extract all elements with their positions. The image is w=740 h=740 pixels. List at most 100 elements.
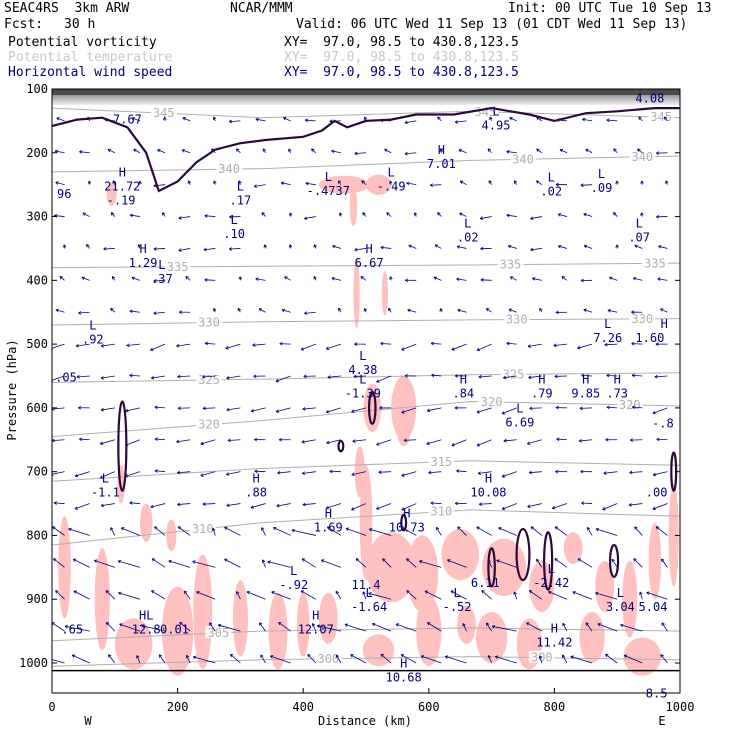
wind-vector [94, 560, 115, 568]
wind-arrowhead [64, 624, 69, 629]
wind-arrowhead [62, 244, 67, 248]
wind-arrowhead [192, 655, 197, 660]
wind-vector [426, 439, 442, 445]
wind-arrowhead [557, 244, 562, 249]
wind-arrowhead [457, 308, 461, 313]
wind-arrowhead [478, 502, 483, 506]
pv-positive-area [648, 522, 662, 600]
wind-arrowhead [580, 469, 584, 474]
wind-arrowhead [597, 623, 601, 627]
wind-vector [204, 279, 216, 281]
pv-positive-area [166, 519, 177, 552]
wind-arrowhead [658, 245, 662, 249]
pv-positive-area [353, 258, 360, 329]
wind-arrowhead [179, 621, 183, 626]
wind-arrowhead [485, 308, 490, 312]
wind-vector [307, 654, 317, 664]
wind-arrowhead [630, 438, 634, 442]
extremum-value: 21.72 [104, 179, 140, 193]
wind-arrowhead [129, 213, 133, 218]
wind-arrowhead [488, 180, 492, 184]
wind-arrowhead [99, 475, 104, 479]
extremum-type: L [598, 167, 605, 181]
wind-arrowhead [99, 441, 104, 445]
wind-vector [252, 343, 266, 346]
wind-vector [327, 526, 342, 536]
wind-vector [577, 558, 593, 568]
wind-arrowhead [530, 526, 535, 530]
wind-arrowhead [129, 501, 133, 505]
wind-arrowhead [485, 622, 490, 626]
wind-vector [55, 309, 65, 313]
wind-arrowhead [656, 214, 660, 219]
theta-label-bg [189, 521, 216, 534]
field-xy-wind: XY= 97.0, 98.5 to 430.8,123.5 [284, 65, 519, 80]
wind-vector [583, 245, 593, 249]
wind-vector [326, 439, 341, 444]
wind-vector [76, 375, 90, 378]
wind-vector [278, 622, 291, 632]
wind-vector [476, 407, 492, 413]
theta-label-bg [164, 259, 191, 272]
wind-vector [487, 148, 492, 154]
wind-arrowhead [447, 559, 451, 563]
wind-vector [331, 150, 341, 154]
wind-arrowhead [501, 506, 506, 511]
wind-arrowhead [303, 374, 307, 379]
wind-arrowhead [640, 212, 644, 216]
wind-vector [536, 148, 543, 154]
wind-vector [481, 590, 492, 600]
wind-vector [652, 407, 668, 414]
wind-arrowhead [108, 654, 112, 658]
wind-vector [327, 375, 341, 378]
x-tick-label: 400 [292, 700, 314, 714]
wind-vector [151, 590, 166, 600]
wind-vector [451, 439, 467, 447]
wind-vector [450, 590, 467, 600]
wind-vector [609, 277, 618, 281]
wind-arrowhead [354, 151, 358, 156]
wind-arrowhead [107, 148, 111, 153]
wind-vector [154, 470, 166, 473]
wind-arrowhead [528, 375, 532, 380]
wind-vector [255, 278, 266, 281]
wind-arrowhead [506, 341, 510, 346]
wind-arrowhead [53, 501, 57, 505]
wind-arrowhead [262, 148, 266, 152]
wind-arrowhead [202, 502, 206, 506]
wind-vector [331, 277, 341, 281]
wind-vector [275, 375, 291, 382]
wind-vector [581, 502, 593, 504]
extremum-value: 6.11 [471, 576, 500, 590]
extremum-value: -.92 [279, 578, 308, 592]
theta-label-bg [216, 162, 243, 175]
extremum-value: .05 [55, 371, 77, 385]
wind-arrowhead [150, 347, 154, 352]
wind-vector [585, 622, 593, 632]
wind-arrowhead [661, 622, 665, 626]
wind-vector [369, 528, 392, 536]
wind-arrowhead [72, 558, 77, 562]
wind-vector [100, 439, 115, 445]
wind-arrowhead [254, 437, 258, 442]
extremum-value: 6.69 [505, 415, 534, 429]
wind-arrowhead [338, 307, 342, 312]
wind-vector [55, 590, 65, 600]
wind-vector [176, 439, 191, 443]
wind-vector [212, 527, 216, 536]
theta-label-bg [500, 367, 527, 380]
wind-arrowhead [284, 276, 288, 280]
wind-vector [226, 407, 241, 411]
wind-vector [536, 180, 543, 185]
wind-arrowhead [254, 469, 258, 474]
wind-vector [639, 591, 643, 600]
wind-vector [382, 558, 392, 568]
wind-arrowhead [178, 248, 182, 252]
theta-contour-label: 340 [631, 150, 653, 164]
wind-arrowhead [403, 438, 407, 443]
wind-arrowhead [141, 624, 145, 628]
wind-vector [376, 503, 392, 510]
wind-arrowhead [185, 276, 189, 280]
wind-arrowhead [508, 308, 512, 312]
wind-arrowhead [236, 591, 240, 595]
